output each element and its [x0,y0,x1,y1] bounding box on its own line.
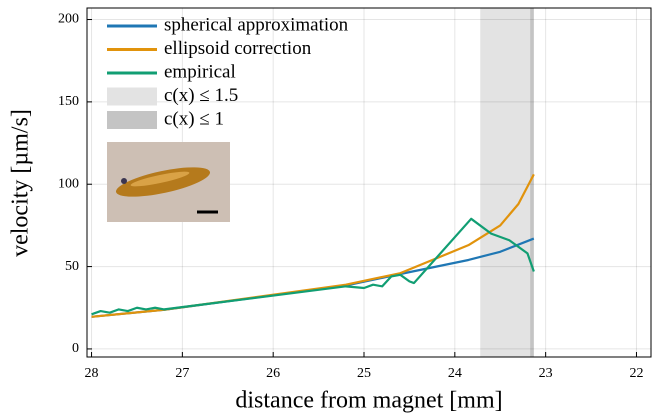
x-tick-label: 27 [175,366,189,381]
inset-spot [121,178,127,184]
x-tick-label: 22 [629,366,643,381]
x-tick-label: 28 [85,366,99,381]
y-tick-label: 100 [58,176,79,191]
series-line [91,237,535,318]
x-tick-label: 25 [357,366,371,381]
inset-highlight [130,171,190,187]
y-axis-title: velocity [µm/s] [8,109,34,257]
plot-frame [86,7,652,358]
y-tick-label: 50 [65,259,79,274]
y-tick-label: 0 [72,341,79,356]
x-tick-label: 23 [539,366,553,381]
legend-label: c(x) ≤ 1 [164,108,224,129]
shaded-region [480,8,533,357]
legend-swatch [107,87,157,106]
shaded-region [530,8,534,357]
legend-label: spherical approximation [164,14,349,35]
y-tick-label: 150 [58,94,79,109]
x-axis-title: distance from magnet [mm] [235,388,502,414]
legend-label: empirical [164,61,236,82]
legend-label: c(x) ≤ 1.5 [164,85,238,106]
series-line [91,217,535,316]
legend-label: ellipsoid correction [164,38,312,59]
x-tick-label: 26 [266,366,280,381]
legend-swatch [107,111,157,129]
y-tick-label: 200 [58,12,79,27]
x-tick-label: 24 [448,366,462,381]
inset-image [107,142,230,222]
